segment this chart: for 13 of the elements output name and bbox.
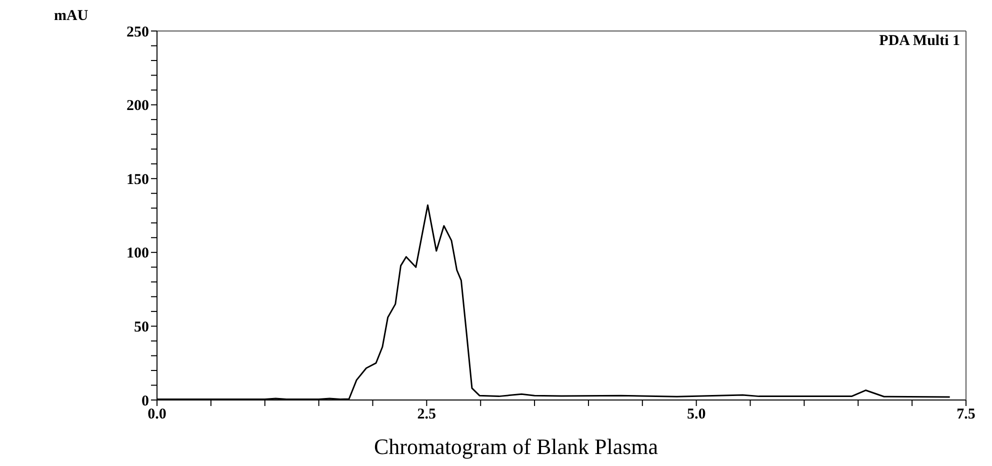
x-tick-label: 7.5 bbox=[956, 406, 976, 423]
y-tick-label: 200 bbox=[126, 98, 149, 114]
x-tick-label: 5.0 bbox=[686, 406, 706, 423]
text: Chromatogram of Blank Plasma bbox=[372, 434, 660, 460]
x-tick-label: 2.5 bbox=[417, 406, 436, 423]
y-tick-label: 150 bbox=[126, 172, 149, 188]
x-tick-label: 0.0 bbox=[148, 406, 166, 423]
y-axis-title: mAU bbox=[54, 8, 88, 25]
y-tick-label: 0 bbox=[142, 393, 149, 410]
annotation: PDA Multi 1 bbox=[879, 33, 960, 50]
y-tick-label: 250 bbox=[126, 24, 149, 40]
y-tick-label: 100 bbox=[126, 246, 149, 262]
y-tick-label: 50 bbox=[134, 320, 149, 336]
